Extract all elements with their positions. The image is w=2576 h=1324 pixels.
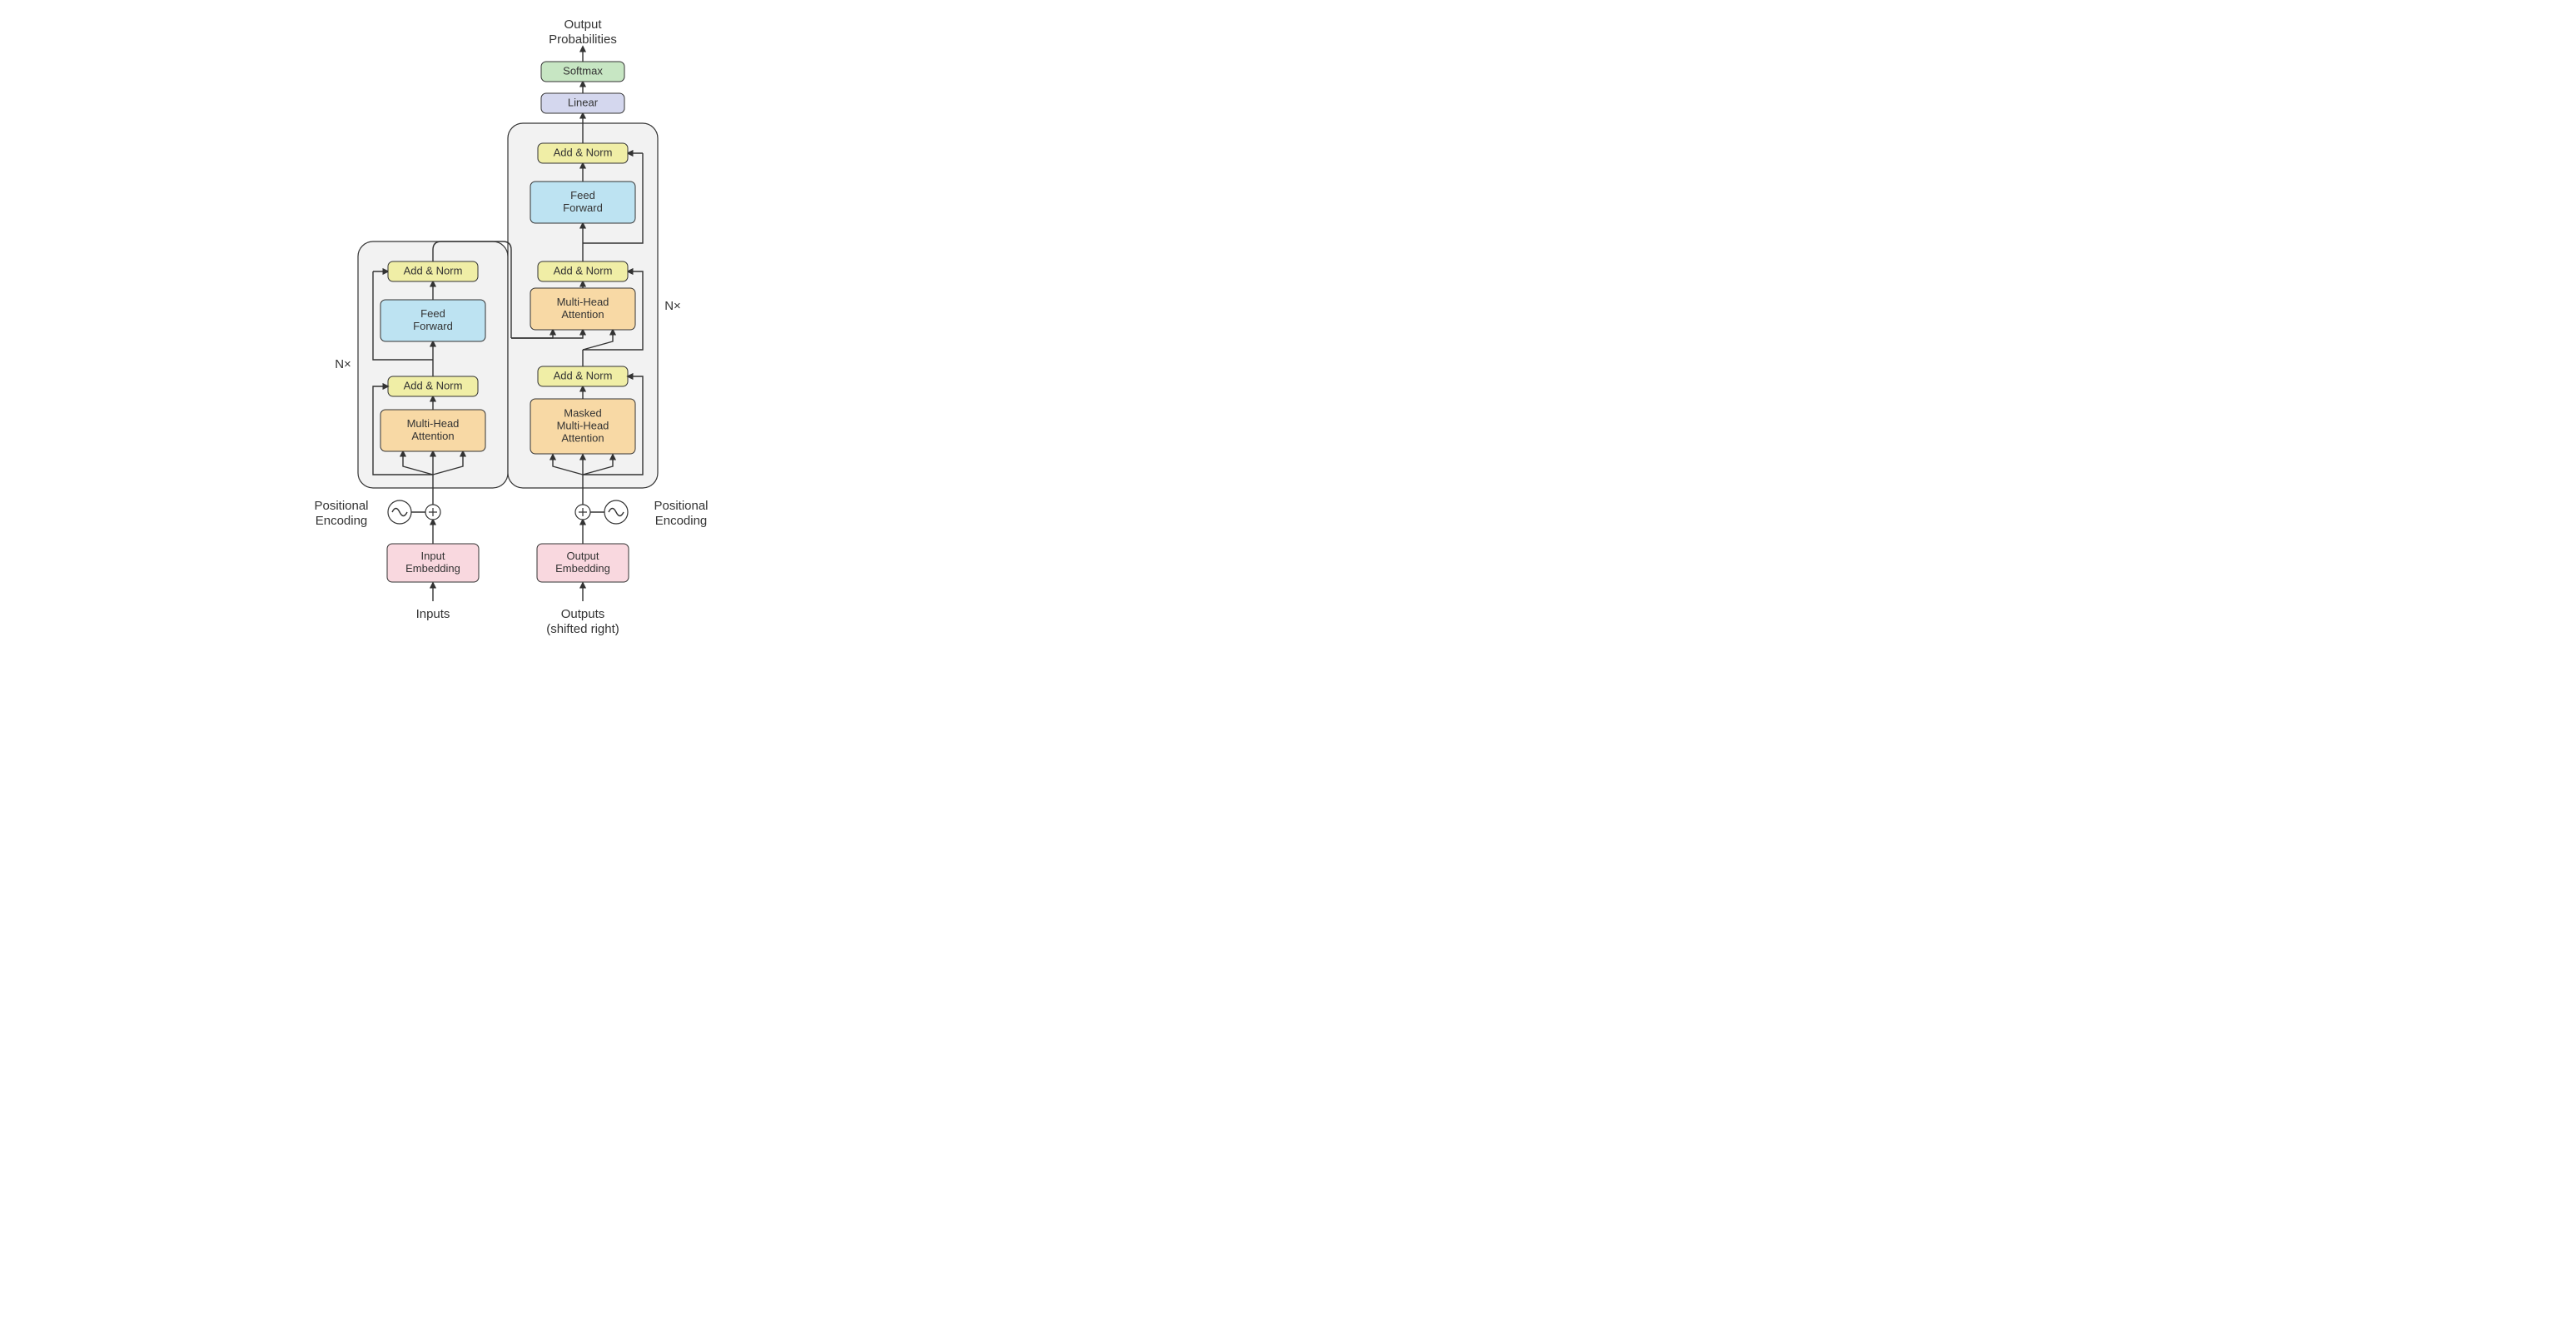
softmax-block-label-0: Softmax	[563, 64, 603, 77]
masked-mha-block-label-1: Multi-Head	[557, 419, 609, 431]
encoder-addnorm2-block: Add & Norm	[388, 261, 478, 281]
output-embedding-block-label-0: Output	[566, 550, 599, 562]
output-prob-label-1: Output	[564, 17, 602, 32]
linear-block-label-0: Linear	[568, 96, 599, 108]
cross-mha-block-label-0: Multi-Head	[557, 296, 609, 308]
nx-label-encoder: N×	[335, 357, 351, 371]
softmax-block: Softmax	[541, 62, 624, 82]
encoder-addnorm1-block: Add & Norm	[388, 376, 478, 396]
input-embedding-block: InputEmbedding	[387, 544, 479, 582]
masked-mha-block-label-2: Attention	[561, 431, 604, 444]
sine-icon-encoder	[388, 500, 411, 524]
plus-circle-encoder	[425, 505, 440, 520]
nx-label-decoder: N×	[664, 299, 681, 313]
pos-enc-label-enc-1: Positional	[314, 499, 368, 513]
decoder-addnorm1-block: Add & Norm	[538, 366, 628, 386]
decoder-addnorm3-block-label-0: Add & Norm	[554, 146, 613, 158]
pos-enc-label-dec-1: Positional	[654, 499, 708, 513]
output-embedding-block-label-1: Embedding	[555, 562, 610, 575]
cross-mha-block: Multi-HeadAttention	[530, 288, 635, 330]
encoder-mha-block-label-1: Attention	[411, 430, 454, 442]
cross-mha-block-label-1: Attention	[561, 308, 604, 321]
decoder-ff-block-label-0: Feed	[570, 189, 595, 202]
plus-circle-decoder	[575, 505, 590, 520]
masked-mha-block-label-0: Masked	[564, 406, 602, 419]
decoder-addnorm3-block: Add & Norm	[538, 143, 628, 163]
transformer-diagram: InputsInputEmbeddingPositionalEncodingN×…	[0, 0, 1288, 662]
masked-mha-block: MaskedMulti-HeadAttention	[530, 399, 635, 454]
encoder-addnorm2-block-label-0: Add & Norm	[404, 264, 463, 276]
linear-block: Linear	[541, 93, 624, 113]
encoder-mha-block: Multi-HeadAttention	[380, 410, 485, 451]
decoder-ff-block-label-1: Forward	[563, 202, 603, 214]
input-embedding-block-label-1: Embedding	[405, 562, 460, 575]
output-embedding-block: OutputEmbedding	[537, 544, 629, 582]
decoder-addnorm1-block-label-0: Add & Norm	[554, 369, 613, 381]
decoder-ff-block: FeedForward	[530, 182, 635, 223]
encoder-ff-block-label-0: Feed	[420, 307, 445, 320]
decoder-addnorm2-block-label-0: Add & Norm	[554, 264, 613, 276]
pos-enc-label-enc-2: Encoding	[316, 514, 368, 528]
encoder-addnorm1-block-label-0: Add & Norm	[404, 379, 463, 391]
pos-enc-label-dec-2: Encoding	[655, 514, 708, 528]
encoder-ff-block-label-1: Forward	[413, 320, 453, 332]
decoder-addnorm2-block: Add & Norm	[538, 261, 628, 281]
encoder-ff-block: FeedForward	[380, 300, 485, 341]
encoder-mha-block-label-0: Multi-Head	[407, 417, 460, 430]
sine-icon-decoder	[604, 500, 628, 524]
output-prob-label-2: Probabilities	[549, 32, 617, 47]
input-embedding-block-label-0: Input	[421, 550, 445, 562]
inputs-label: Inputs	[416, 607, 450, 621]
outputs-label-2: (shifted right)	[546, 622, 619, 636]
outputs-label-1: Outputs	[561, 607, 605, 621]
